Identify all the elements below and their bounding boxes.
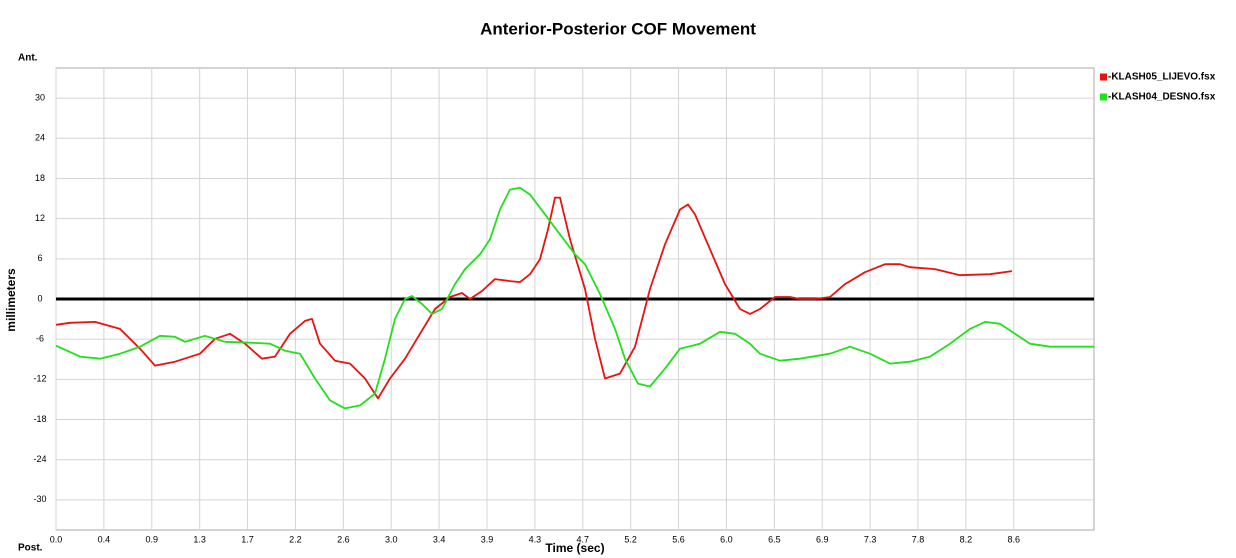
x-tick-label: 7.3	[864, 534, 877, 544]
series-line	[55, 196, 1013, 400]
y-tick-label: 12	[35, 213, 45, 223]
legend-swatch	[1100, 73, 1107, 81]
y-tick-label: -12	[33, 374, 46, 384]
y-tick-label: -6	[36, 334, 44, 344]
x-tick-label: 2.2	[289, 534, 302, 544]
x-tick-label: 5.6	[672, 534, 685, 544]
legend-swatch	[1100, 93, 1107, 101]
x-tick-label: 3.9	[481, 534, 494, 544]
x-tick-label: 4.7	[577, 534, 590, 544]
y-tick-label: 6	[37, 253, 42, 263]
x-tick-label: 8.6	[1008, 534, 1021, 544]
x-tick-label: 0.0	[50, 534, 63, 544]
y-tick-label: 0	[37, 293, 42, 303]
y-bottom-label: Post.	[18, 543, 43, 554]
x-tick-label: 6.9	[816, 534, 829, 544]
x-tick-label: 7.8	[912, 534, 925, 544]
x-tick-label: 1.3	[193, 534, 206, 544]
series-line	[55, 186, 1094, 410]
x-axis-label: Time (sec)	[545, 541, 604, 555]
x-tick-label: 6.5	[768, 534, 781, 544]
legend-label: -KLASH05_LIJEVO.fsx	[1108, 72, 1216, 83]
y-tick-label: -24	[33, 454, 46, 464]
x-tick-label: 0.4	[98, 534, 111, 544]
y-tick-label: -18	[33, 414, 46, 424]
y-tick-label: 30	[35, 93, 45, 103]
y-tick-label: -30	[33, 494, 46, 504]
legend-label: -KLASH04_DESNO.fsx	[1108, 92, 1216, 103]
chart-title: Anterior-Posterior COF Movement	[480, 19, 756, 38]
x-tick-label: 3.4	[433, 534, 446, 544]
x-tick-label: 1.7	[241, 534, 254, 544]
y-tick-label: 24	[35, 133, 45, 143]
y-top-label: Ant.	[18, 53, 38, 64]
y-tick-label: 18	[35, 173, 45, 183]
x-tick-label: 8.2	[960, 534, 973, 544]
x-tick-label: 3.0	[385, 534, 398, 544]
y-axis-label: millimeters	[4, 268, 18, 332]
x-tick-label: 5.2	[624, 534, 637, 544]
x-tick-label: 0.9	[146, 534, 159, 544]
x-tick-label: 2.6	[337, 534, 350, 544]
x-tick-label: 4.3	[529, 534, 542, 544]
x-tick-label: 6.0	[720, 534, 733, 544]
